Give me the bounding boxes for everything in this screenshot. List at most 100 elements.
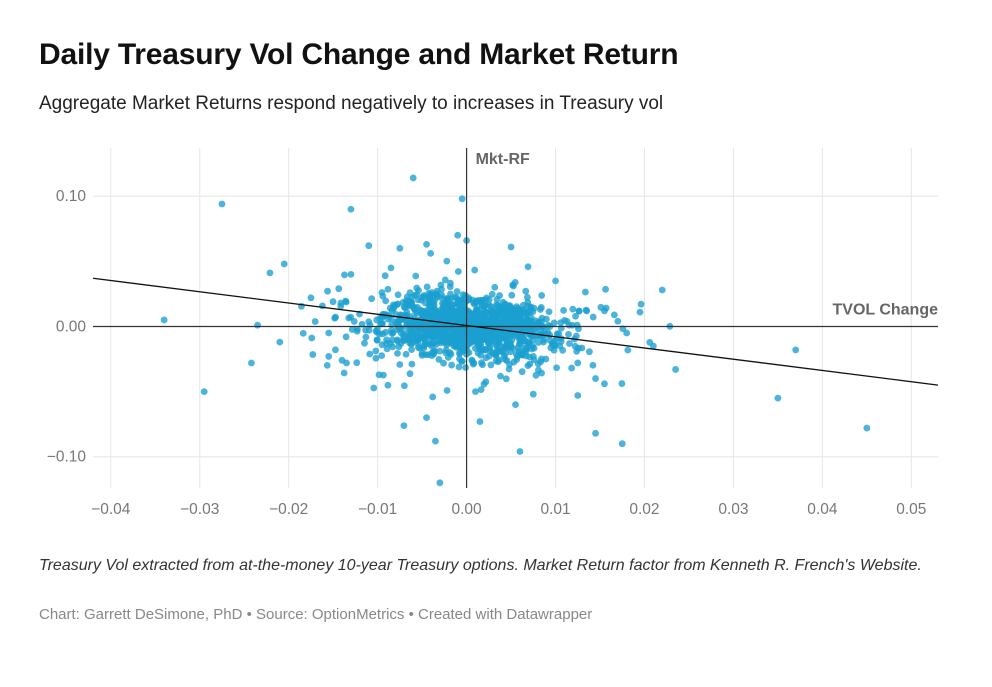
data-point	[309, 351, 317, 358]
data-point	[348, 326, 356, 333]
data-point	[413, 284, 421, 292]
data-point	[432, 437, 439, 445]
data-point	[422, 324, 430, 332]
chart-subtitle: Aggregate Market Returns respond negativ…	[39, 93, 664, 114]
data-point	[441, 276, 449, 284]
data-point	[502, 375, 510, 383]
regression-line	[92, 277, 939, 386]
y-tick-label: 0.00	[56, 318, 87, 335]
data-point	[477, 346, 484, 354]
data-point	[440, 359, 447, 367]
data-point	[422, 308, 430, 316]
data-point	[408, 331, 415, 338]
data-point	[200, 388, 208, 396]
data-point	[578, 344, 586, 352]
data-point	[624, 346, 632, 354]
data-point	[496, 292, 503, 299]
data-point	[494, 308, 501, 316]
data-point	[482, 378, 490, 386]
data-point	[341, 271, 348, 279]
data-point	[505, 315, 513, 322]
data-point	[453, 312, 461, 320]
data-point	[484, 313, 492, 320]
data-point	[325, 329, 333, 337]
data-point	[486, 335, 494, 342]
data-point	[428, 349, 436, 357]
data-point	[573, 347, 581, 355]
data-point	[394, 318, 402, 325]
data-point	[589, 313, 597, 321]
data-point	[649, 342, 657, 350]
data-point	[506, 305, 514, 313]
data-point	[375, 371, 383, 379]
data-point	[497, 372, 504, 380]
data-point	[381, 272, 389, 280]
data-point	[636, 308, 644, 316]
data-point	[429, 340, 437, 347]
data-point	[526, 360, 534, 368]
data-point	[530, 356, 538, 364]
data-point	[439, 337, 447, 345]
data-point	[610, 311, 618, 319]
data-point	[495, 337, 503, 344]
data-point	[376, 315, 384, 322]
data-point	[438, 309, 446, 317]
data-point	[397, 325, 405, 333]
data-point	[508, 291, 516, 299]
data-point	[368, 295, 376, 303]
data-point	[863, 424, 871, 432]
data-point	[454, 298, 461, 306]
data-point	[470, 332, 477, 340]
data-point	[218, 200, 226, 208]
data-point	[530, 344, 538, 352]
data-point	[423, 283, 431, 291]
data-point	[420, 342, 428, 350]
data-point	[614, 317, 622, 325]
data-point	[427, 249, 435, 257]
data-point	[454, 231, 462, 239]
data-point	[485, 352, 493, 360]
data-point	[419, 294, 427, 301]
data-point	[325, 353, 333, 360]
y-tick-label: 0.10	[56, 188, 87, 205]
data-point	[415, 333, 423, 340]
data-point	[560, 306, 567, 314]
data-point	[266, 269, 274, 277]
data-point	[537, 325, 544, 333]
y-tick-label: −0.10	[47, 449, 87, 466]
data-point	[365, 318, 373, 326]
data-point	[527, 303, 535, 311]
data-point	[343, 359, 350, 367]
data-point	[447, 279, 454, 287]
data-point	[569, 305, 577, 313]
data-point	[456, 350, 463, 358]
data-point	[350, 318, 358, 325]
data-point	[566, 340, 573, 347]
data-point	[512, 350, 520, 358]
data-point	[429, 393, 437, 401]
data-point	[384, 381, 392, 389]
data-point	[516, 320, 524, 328]
data-point	[477, 351, 485, 359]
data-point	[473, 305, 481, 312]
data-point	[498, 332, 506, 340]
byline-source: Source: OptionMetrics	[256, 606, 405, 623]
data-point	[423, 240, 430, 248]
data-point	[552, 277, 559, 285]
data-point	[311, 318, 319, 325]
data-point	[575, 325, 582, 333]
data-point	[774, 394, 782, 402]
data-point	[450, 330, 457, 338]
data-point	[477, 309, 485, 317]
data-point	[383, 345, 391, 353]
data-point	[592, 375, 599, 382]
data-point	[160, 316, 168, 324]
data-point	[440, 316, 448, 324]
data-point	[565, 330, 572, 338]
data-point	[436, 479, 444, 487]
data-point	[440, 327, 447, 334]
data-point	[389, 329, 397, 337]
data-point	[425, 296, 433, 304]
data-point	[575, 307, 583, 315]
data-point	[406, 370, 414, 378]
